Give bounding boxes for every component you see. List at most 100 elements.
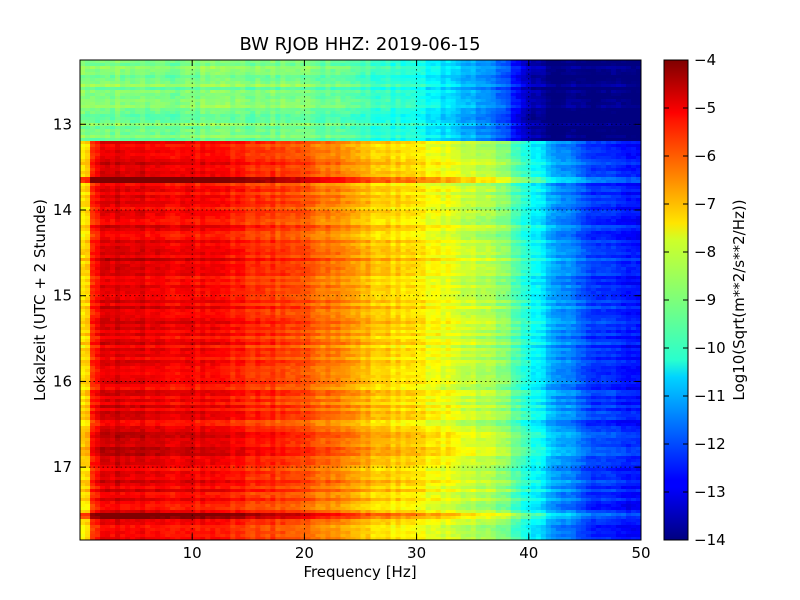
heatmap-cell: [330, 99, 337, 103]
heatmap-cell: [205, 66, 211, 70]
heatmap-cell: [450, 63, 457, 67]
heatmap-cell: [375, 102, 382, 106]
heatmap-cell: [530, 60, 537, 64]
heatmap-cell: [610, 96, 617, 100]
heatmap-cell: [335, 105, 342, 109]
heatmap-cell: [165, 72, 171, 76]
heatmap-cell: [600, 102, 607, 106]
heatmap-cell: [400, 78, 407, 82]
spectrogram-heatmap: [80, 60, 641, 540]
heatmap-cell: [250, 87, 256, 91]
heatmap-cell: [330, 93, 337, 97]
heatmap-cell: [325, 105, 332, 109]
heatmap-cell: [425, 69, 432, 73]
heatmap-cell: [425, 66, 432, 70]
heatmap-cell: [195, 111, 201, 115]
heatmap-cell: [210, 81, 216, 85]
heatmap-cell: [370, 84, 377, 88]
heatmap-cell: [445, 69, 452, 73]
heatmap-cell: [390, 93, 397, 97]
heatmap-cell: [325, 111, 332, 115]
heatmap-cell: [195, 99, 201, 103]
heatmap-cell: [480, 60, 487, 64]
heatmap-cell: [375, 87, 382, 91]
heatmap-cell: [360, 105, 367, 109]
heatmap-cell: [305, 102, 312, 106]
heatmap-cell: [445, 93, 452, 97]
heatmap-cell: [105, 108, 111, 112]
heatmap-cell: [370, 63, 377, 67]
heatmap-cell: [385, 102, 392, 106]
heatmap-cell: [265, 84, 271, 88]
heatmap-cell: [340, 63, 347, 67]
heatmap-cell: [595, 81, 602, 85]
heatmap-cell: [125, 96, 131, 100]
heatmap-cell: [635, 93, 641, 97]
heatmap-cell: [290, 105, 296, 109]
heatmap-cell: [280, 81, 286, 85]
heatmap-cell: [350, 99, 357, 103]
heatmap-cell: [520, 72, 527, 76]
heatmap-cell: [135, 63, 141, 67]
heatmap-cell: [270, 66, 276, 70]
heatmap-cell: [165, 90, 171, 94]
heatmap-cell: [270, 75, 276, 79]
heatmap-cell: [220, 111, 226, 115]
heatmap-cell: [160, 66, 166, 70]
heatmap-cell: [395, 72, 402, 76]
heatmap-cell: [460, 99, 467, 103]
heatmap-cell: [495, 87, 502, 91]
heatmap-cell: [335, 78, 342, 82]
heatmap-cell: [545, 60, 552, 64]
heatmap-cell: [370, 108, 377, 112]
heatmap-cell: [335, 60, 342, 64]
heatmap-cell: [540, 102, 547, 106]
heatmap-cell: [370, 102, 377, 106]
heatmap-cell: [555, 105, 562, 109]
heatmap-cell: [380, 87, 387, 91]
heatmap-cell: [445, 60, 452, 64]
heatmap-cell: [155, 108, 161, 112]
heatmap-cell: [210, 63, 216, 67]
heatmap-cell: [445, 63, 452, 67]
heatmap-cell: [140, 60, 146, 64]
heatmap-cell: [470, 96, 477, 100]
heatmap-cell: [135, 90, 141, 94]
heatmap-cell: [240, 102, 246, 106]
heatmap-cell: [520, 99, 527, 103]
heatmap-cell: [630, 69, 637, 73]
heatmap-cell: [525, 69, 532, 73]
heatmap-cell: [100, 60, 106, 64]
heatmap-cell: [415, 69, 422, 73]
heatmap-cell: [350, 69, 357, 73]
heatmap-cell: [125, 84, 131, 88]
heatmap-cell: [425, 72, 432, 76]
heatmap-cell: [425, 75, 432, 79]
heatmap-cell: [515, 93, 522, 97]
heatmap-cell: [490, 60, 497, 64]
heatmap-cell: [275, 81, 281, 85]
heatmap-cell: [435, 99, 442, 103]
heatmap-cell: [565, 96, 572, 100]
heatmap-cell: [190, 66, 196, 70]
heatmap-cell: [615, 96, 622, 100]
heatmap-cell: [345, 75, 352, 79]
heatmap-cell: [200, 60, 206, 64]
heatmap-cell: [300, 63, 306, 67]
heatmap-cell: [335, 90, 342, 94]
heatmap-cell: [515, 72, 522, 76]
heatmap-cell: [510, 75, 517, 79]
heatmap-cell: [170, 102, 176, 106]
heatmap-cell: [305, 108, 312, 112]
heatmap-cell: [80, 81, 86, 85]
heatmap-cell: [210, 96, 216, 100]
heatmap-cell: [590, 99, 597, 103]
heatmap-cell: [145, 90, 151, 94]
heatmap-cell: [545, 72, 552, 76]
heatmap-cell: [265, 105, 271, 109]
heatmap-cell: [530, 99, 537, 103]
heatmap-cell: [555, 90, 562, 94]
heatmap-cell: [575, 60, 582, 64]
heatmap-cell: [220, 105, 226, 109]
heatmap-cell: [465, 99, 472, 103]
